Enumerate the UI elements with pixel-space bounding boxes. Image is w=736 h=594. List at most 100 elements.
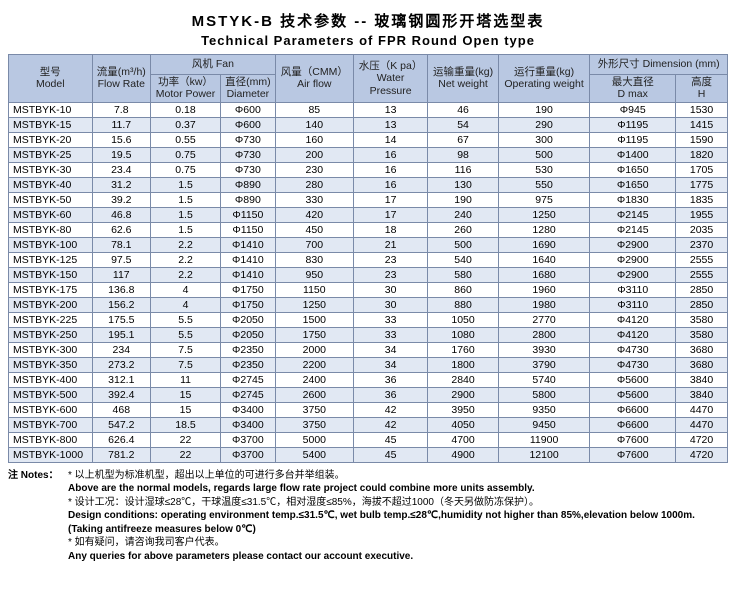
table-row: MSTBYK-1501172.2Φ1410950235801680Φ290025… [9,267,728,282]
table-cell: 136.8 [92,282,151,297]
table-cell: 7.8 [92,102,151,117]
table-cell: MSTBYK-700 [9,417,93,432]
table-cell: 3750 [275,417,353,432]
table-cell: Φ3700 [221,447,276,462]
table-cell: 1980 [498,297,589,312]
table-cell: Φ1195 [590,132,676,147]
col-h: 高度 H [676,74,728,102]
table-row: MSTBYK-2519.50.75Φ7302001698500Φ14001820 [9,147,728,162]
table-cell: 1680 [498,267,589,282]
table-cell: 160 [275,132,353,147]
table-cell: 1.5 [151,222,221,237]
table-cell: Φ2900 [590,267,676,282]
table-cell: 2.2 [151,237,221,252]
table-cell: 580 [428,267,499,282]
table-row: MSTBYK-6046.81.5Φ1150420172401250Φ214519… [9,207,728,222]
table-cell: MSTBYK-300 [9,342,93,357]
table-cell: Φ2050 [221,327,276,342]
table-cell: 5000 [275,432,353,447]
table-cell: MSTBYK-125 [9,252,93,267]
table-cell: 1530 [676,102,728,117]
table-cell: Φ3110 [590,282,676,297]
table-cell: MSTBYK-175 [9,282,93,297]
table-cell: MSTBYK-30 [9,162,93,177]
table-cell: 4700 [428,432,499,447]
table-cell: Φ7600 [590,432,676,447]
table-row: MSTBYK-8062.61.5Φ1150450182601280Φ214520… [9,222,728,237]
table-cell: Φ3400 [221,417,276,432]
table-cell: Φ890 [221,177,276,192]
table-cell: 195.1 [92,327,151,342]
table-cell: 260 [428,222,499,237]
table-cell: 626.4 [92,432,151,447]
table-cell: 3950 [428,402,499,417]
table-cell: Φ7600 [590,447,676,462]
table-cell: 17 [353,192,427,207]
table-cell: 700 [275,237,353,252]
table-cell: Φ2900 [590,252,676,267]
table-cell: 1590 [676,132,728,147]
table-cell: 97.5 [92,252,151,267]
table-cell: MSTBYK-15 [9,117,93,132]
table-cell: 3680 [676,357,728,372]
table-cell: 12100 [498,447,589,462]
table-cell: 392.4 [92,387,151,402]
table-cell: 1.5 [151,177,221,192]
table-cell: 1775 [676,177,728,192]
table-row: MSTBYK-3002347.5Φ235020003417603930Φ4730… [9,342,728,357]
table-cell: Φ1150 [221,222,276,237]
table-cell: 0.18 [151,102,221,117]
table-cell: 33 [353,327,427,342]
table-cell: MSTBYK-40 [9,177,93,192]
table-row: MSTBYK-60046815Φ340037504239509350Φ66004… [9,402,728,417]
table-cell: Φ1650 [590,177,676,192]
table-cell: Φ1830 [590,192,676,207]
table-cell: 85 [275,102,353,117]
table-cell: 3580 [676,312,728,327]
table-cell: 2.2 [151,252,221,267]
table-cell: 34 [353,357,427,372]
table-cell: 3680 [676,342,728,357]
table-cell: Φ1410 [221,252,276,267]
table-cell: 1250 [275,297,353,312]
table-cell: 67 [428,132,499,147]
table-cell: MSTBYK-25 [9,147,93,162]
table-cell: 16 [353,162,427,177]
table-cell: 880 [428,297,499,312]
table-cell: 240 [428,207,499,222]
table-cell: 190 [498,102,589,117]
table-cell: 5740 [498,372,589,387]
table-cell: 2370 [676,237,728,252]
table-cell: 5400 [275,447,353,462]
table-cell: 30 [353,297,427,312]
table-cell: 11.7 [92,117,151,132]
table-cell: 450 [275,222,353,237]
table-cell: 21 [353,237,427,252]
table-cell: 1690 [498,237,589,252]
table-cell: Φ1750 [221,297,276,312]
table-cell: 116 [428,162,499,177]
table-cell: 31.2 [92,177,151,192]
table-row: MSTBYK-12597.52.2Φ1410830235401640Φ29002… [9,252,728,267]
table-cell: MSTBYK-80 [9,222,93,237]
table-cell: 2400 [275,372,353,387]
table-cell: 2850 [676,297,728,312]
table-cell: 1640 [498,252,589,267]
table-cell: 0.75 [151,162,221,177]
table-row: MSTBYK-4031.21.5Φ89028016130550Φ16501775 [9,177,728,192]
table-cell: 7.5 [151,342,221,357]
table-cell: Φ1410 [221,237,276,252]
table-cell: 4470 [676,417,728,432]
table-cell: 2800 [498,327,589,342]
table-cell: 1750 [275,327,353,342]
table-cell: Φ730 [221,132,276,147]
table-cell: 330 [275,192,353,207]
notes-label: 注 Notes： [8,469,68,483]
table-cell: MSTBYK-225 [9,312,93,327]
table-cell: 2555 [676,252,728,267]
col-flow: 流量(m³/h) Flow Rate [92,55,151,103]
table-cell: 9350 [498,402,589,417]
col-airflow: 风量（CMM） Air flow [275,55,353,103]
table-cell: Φ945 [590,102,676,117]
table-cell: 230 [275,162,353,177]
